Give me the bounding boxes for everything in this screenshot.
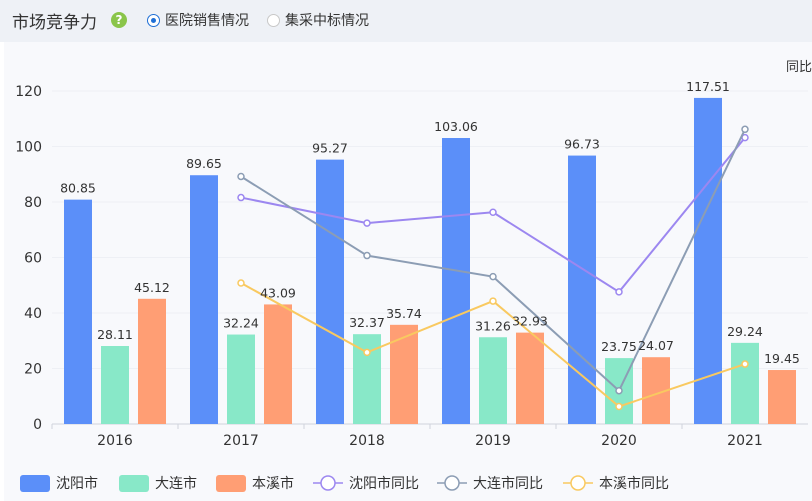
line-point: [363, 348, 371, 357]
page-title: 市场竞争力: [12, 13, 97, 33]
y-tick-label: 40: [24, 306, 42, 322]
bar: [568, 155, 596, 424]
x-tick-label: 2019: [475, 433, 511, 449]
bar-value-label: 29.24: [727, 324, 763, 339]
line-point: [489, 297, 497, 305]
x-tick-label: 2016: [97, 433, 133, 449]
bar-value-label: 43.09: [260, 285, 296, 300]
bar-value-label: 19.45: [764, 351, 800, 366]
y-tick-label: 120: [15, 84, 42, 100]
line-point: [237, 193, 245, 202]
legend-label: 沈阳市同比: [349, 475, 419, 492]
y-tick-label: 60: [24, 251, 42, 267]
line-point: [237, 279, 245, 287]
legend-label: 大连市: [155, 475, 197, 492]
bar: [101, 345, 129, 424]
radio-hospital-sales[interactable]: 医院销售情况: [147, 10, 249, 30]
legend-label: 沈阳市: [56, 475, 98, 492]
bar: [138, 298, 166, 424]
y-tick-label: 0: [33, 417, 42, 433]
line-point: [741, 125, 749, 134]
legend-marker: [320, 475, 336, 491]
bar: [227, 334, 255, 424]
legend-swatch: [20, 475, 50, 492]
radio-selected-icon: [147, 13, 160, 27]
x-tick-label: 2021: [727, 433, 763, 449]
bar: [316, 159, 344, 425]
bar-value-label: 80.85: [60, 181, 96, 196]
legend-label: 本溪市同比: [599, 475, 669, 492]
bar: [479, 337, 507, 424]
bar-value-label: 28.11: [97, 327, 133, 342]
bar-value-label: 24.07: [638, 338, 674, 353]
bar-value-label: 103.06: [434, 119, 478, 134]
data-labels: 80.85 89.65 95.27 103.06 96.73 117.51 28.11 32.…: [60, 79, 800, 366]
bar: [190, 175, 218, 424]
bar-value-label: 31.26: [475, 318, 511, 333]
bar-value-label: 95.27: [312, 141, 348, 156]
radio-procurement[interactable]: 集采中标情况: [267, 10, 369, 30]
bar: [390, 324, 418, 424]
header-bar: 市场竞争力 ? 医院销售情况 集采中标情况: [0, 0, 812, 42]
bar: [694, 97, 722, 424]
line-point: [363, 251, 371, 260]
legend-marker: [570, 475, 586, 491]
line-point: [615, 402, 623, 411]
x-tick-label: 2018: [349, 433, 385, 449]
x-axis: 2016 2017 2018 2019 2020 2021: [51, 424, 763, 449]
legend-marker: [444, 475, 460, 491]
radio-procurement-label: 集采中标情况: [285, 13, 369, 29]
bar: [731, 342, 759, 424]
bar: [768, 370, 796, 424]
bar-value-label: 35.74: [386, 306, 422, 321]
y-tick-label: 100: [15, 140, 42, 156]
legend-label: 本溪市: [252, 475, 294, 492]
line-point: [237, 172, 245, 181]
legend-label: 大连市同比: [473, 475, 543, 492]
line-point: [741, 360, 749, 368]
bar-value-label: 23.75: [601, 339, 637, 354]
right-axis-title: 同比: [786, 60, 812, 75]
bar: [264, 304, 292, 424]
bar-value-label: 45.12: [134, 280, 170, 295]
legend-swatch: [216, 475, 246, 492]
bar-value-label: 96.73: [564, 137, 600, 152]
legend-swatch: [119, 475, 149, 492]
line-series: [237, 125, 749, 411]
y-tick-label: 80: [24, 195, 42, 211]
radio-hospital-sales-label: 医院销售情况: [165, 13, 249, 29]
line-point: [489, 272, 497, 281]
y-axis: 0 20 40 60 80 100 120: [15, 84, 42, 433]
x-tick-label: 2020: [601, 433, 637, 449]
bar-value-label: 32.24: [223, 316, 259, 331]
help-icon[interactable]: ?: [111, 12, 127, 28]
bar-value-label: 32.37: [349, 315, 385, 330]
line-point: [615, 288, 623, 296]
line-point: [489, 208, 497, 217]
legend: 沈阳市 大连市 本溪市 沈阳市同比 大连市同比 本溪市同比: [20, 475, 669, 492]
bar: [442, 138, 470, 425]
y-tick-label: 20: [24, 362, 42, 378]
bar-value-label: 89.65: [186, 156, 222, 171]
bar-value-label: 32.93: [512, 314, 548, 329]
radio-unselected-icon: [267, 13, 280, 27]
bar-value-label: 117.51: [686, 79, 730, 94]
bar: [64, 199, 92, 424]
x-tick-label: 2017: [223, 433, 259, 449]
line-point: [363, 219, 371, 227]
line-point: [615, 386, 623, 395]
bar: [516, 332, 544, 424]
